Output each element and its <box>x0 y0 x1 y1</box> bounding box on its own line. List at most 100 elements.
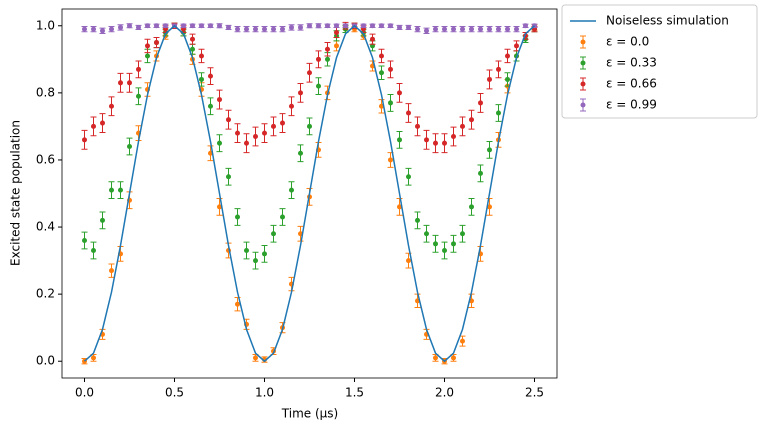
point <box>469 26 474 32</box>
point <box>361 23 366 29</box>
point <box>487 26 492 32</box>
point <box>253 355 258 361</box>
point <box>91 355 96 361</box>
point <box>460 338 465 344</box>
point <box>100 120 105 126</box>
x-axis-label: Time (μs) <box>281 407 338 421</box>
point <box>109 26 114 32</box>
point <box>226 174 231 180</box>
point <box>460 123 465 129</box>
legend-label: ε = 0.0 <box>606 35 649 49</box>
point <box>154 40 159 46</box>
point <box>235 26 240 32</box>
point <box>523 23 528 29</box>
point <box>451 133 456 139</box>
point <box>316 23 321 29</box>
point <box>397 90 402 96</box>
point <box>298 90 303 96</box>
y-tick-label: 0.4 <box>36 220 55 234</box>
point <box>433 140 438 146</box>
point <box>145 43 150 49</box>
point <box>199 53 204 59</box>
point <box>271 123 276 129</box>
point <box>505 26 510 32</box>
point <box>469 117 474 123</box>
point <box>271 26 276 32</box>
point <box>262 130 267 136</box>
point <box>298 150 303 156</box>
point <box>505 76 510 82</box>
point <box>406 174 411 180</box>
legend-swatch <box>580 81 586 87</box>
point <box>487 204 492 210</box>
point <box>118 187 123 193</box>
point <box>505 53 510 59</box>
point <box>199 76 204 82</box>
point <box>235 301 240 307</box>
point <box>298 24 303 30</box>
point <box>217 23 222 29</box>
point <box>451 241 456 247</box>
point <box>370 23 375 29</box>
legend-box <box>561 4 758 119</box>
point <box>262 251 267 257</box>
point <box>136 93 141 99</box>
point <box>208 73 213 79</box>
point <box>244 26 249 32</box>
y-tick-label: 0.0 <box>36 354 55 368</box>
point <box>226 24 231 30</box>
point <box>181 23 186 29</box>
line <box>83 24 536 363</box>
point <box>442 26 447 32</box>
point <box>217 140 222 146</box>
point <box>190 36 195 42</box>
point <box>424 137 429 143</box>
point <box>316 56 321 62</box>
point <box>100 217 105 223</box>
point <box>82 26 87 32</box>
legend-label: ε = 0.66 <box>606 77 657 91</box>
point <box>325 23 330 29</box>
point <box>343 23 348 29</box>
point <box>145 53 150 59</box>
point <box>289 24 294 30</box>
y-tick-label: 0.6 <box>36 152 55 166</box>
point <box>397 24 402 30</box>
point <box>280 214 285 220</box>
point <box>91 248 96 254</box>
point <box>460 231 465 237</box>
point <box>433 241 438 247</box>
point <box>307 123 312 129</box>
point <box>379 70 384 76</box>
point <box>235 130 240 136</box>
legend-label: Noiseless simulation <box>606 14 729 28</box>
legend-label: ε = 0.99 <box>606 98 657 112</box>
y-tick-label: 0.8 <box>36 85 55 99</box>
point <box>460 26 465 32</box>
point <box>451 355 456 361</box>
y-axis-label: Excited state population <box>9 120 23 266</box>
point <box>334 43 339 49</box>
x-tick-label: 2.0 <box>435 386 454 400</box>
x-tick-label: 2.5 <box>525 386 544 400</box>
point <box>442 248 447 254</box>
plot-frame <box>61 8 558 379</box>
point <box>415 217 420 223</box>
point <box>370 36 375 42</box>
point <box>406 258 411 264</box>
legend-label: ε = 0.33 <box>606 56 657 70</box>
point <box>406 110 411 116</box>
point <box>109 103 114 109</box>
point <box>100 28 105 34</box>
point <box>334 29 339 35</box>
point <box>163 23 168 29</box>
point <box>514 26 519 32</box>
point <box>226 117 231 123</box>
x-tick-label: 0.5 <box>165 386 184 400</box>
point <box>235 214 240 220</box>
point <box>478 26 483 32</box>
y-tick-label: 1.0 <box>36 18 55 32</box>
point <box>244 248 249 254</box>
point <box>388 66 393 72</box>
